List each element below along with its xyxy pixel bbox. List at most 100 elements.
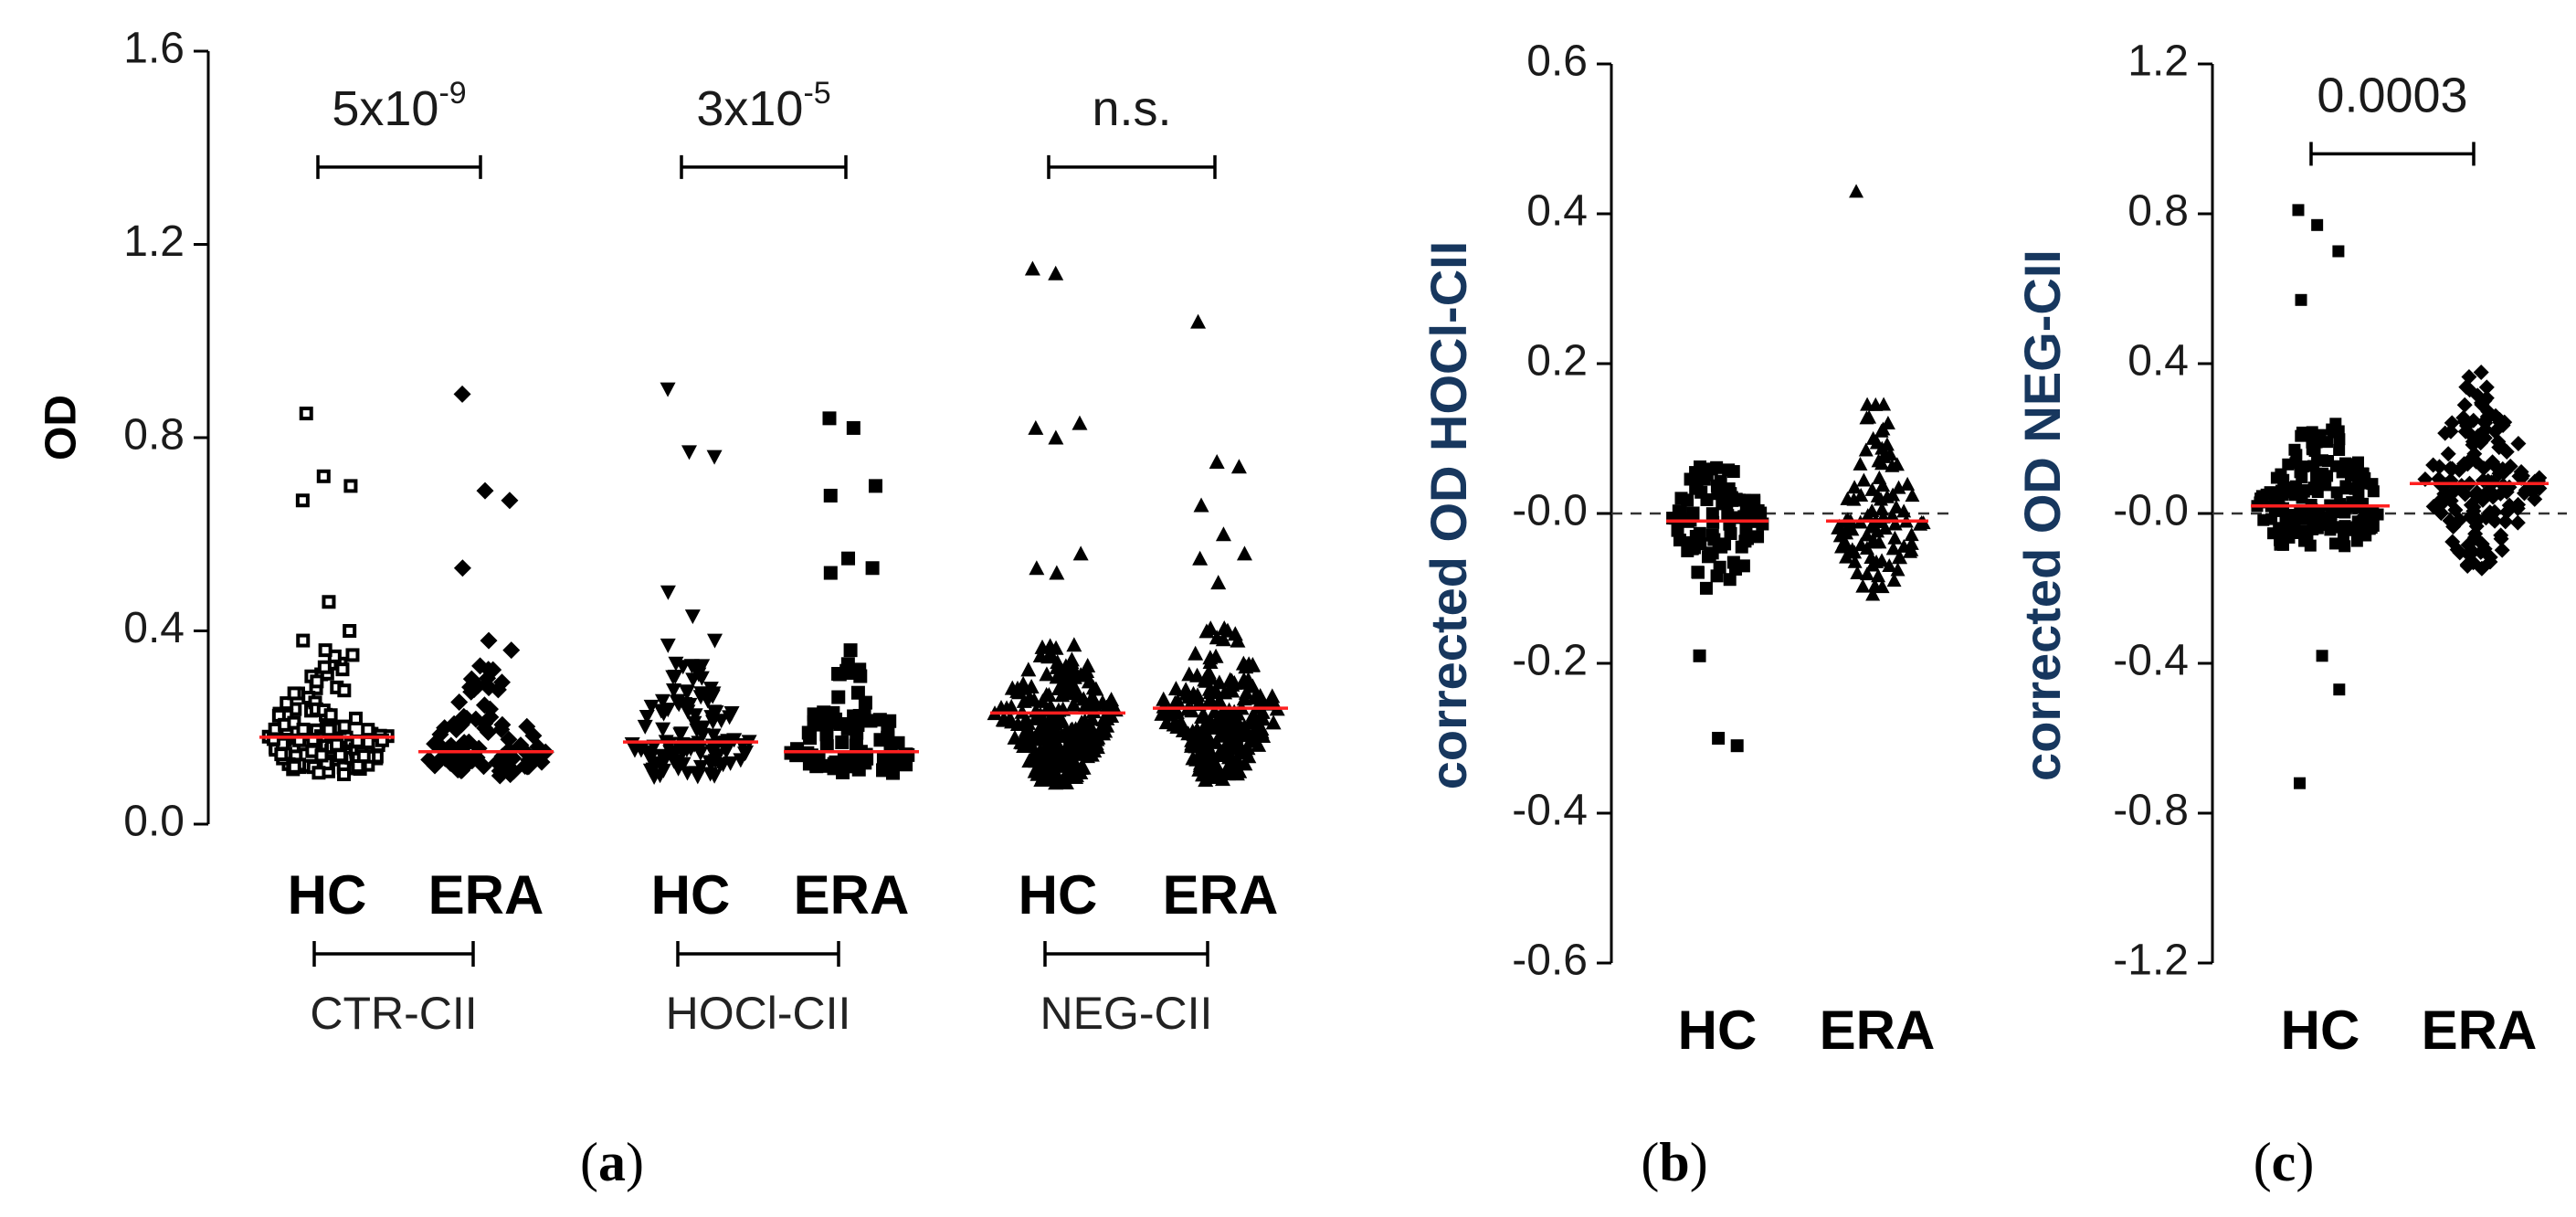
panel-c-data-point bbox=[2276, 538, 2289, 551]
panel-a-data-point bbox=[675, 660, 692, 675]
panel-c-data-point bbox=[2445, 483, 2462, 500]
panel-a-data-point bbox=[812, 717, 827, 732]
panel-a-data-point bbox=[694, 727, 711, 743]
panel-a-data-point bbox=[524, 726, 543, 745]
panel-a-data-point bbox=[453, 559, 471, 577]
panel-a-data-point bbox=[679, 685, 695, 701]
panel-a-data-point bbox=[706, 768, 723, 784]
panel-a-data-point bbox=[857, 709, 871, 724]
panel-c-data-point bbox=[2352, 488, 2365, 501]
panel-a-data-point bbox=[1033, 718, 1050, 734]
panel-a-data-point bbox=[1054, 771, 1071, 787]
panel-a-data-point bbox=[1046, 763, 1062, 778]
panel-c-data-point bbox=[2333, 683, 2346, 696]
panel-a-data-point bbox=[723, 706, 740, 722]
panel-c-data-point bbox=[2360, 508, 2372, 521]
panel-a-data-point bbox=[500, 730, 518, 748]
panel-a-data-point bbox=[480, 631, 498, 650]
panel-c-data-point bbox=[2311, 218, 2324, 231]
panel-b-data-point bbox=[1874, 502, 1890, 516]
panel-b-data-point bbox=[1853, 487, 1869, 502]
panel-a-data-point bbox=[1072, 545, 1089, 561]
panel-c-data-point bbox=[2486, 423, 2503, 439]
panel-a-data-point bbox=[426, 757, 444, 775]
panel-a-label: (a) bbox=[580, 1132, 644, 1192]
panel-a-data-point bbox=[839, 663, 854, 678]
panel-a-data-point bbox=[686, 715, 702, 731]
panel-b-ytick-label: 0.2 bbox=[1526, 337, 1588, 386]
panel-c-data-point bbox=[2440, 446, 2456, 462]
panel-a-data-point bbox=[266, 732, 280, 746]
panel-c-data-point bbox=[2457, 423, 2474, 439]
panel-c-data-point bbox=[2482, 504, 2498, 521]
panel-c-label: (c) bbox=[2254, 1132, 2315, 1192]
panel-a-data-point bbox=[831, 690, 846, 704]
panel-c-data-point bbox=[2292, 204, 2305, 217]
panel-b-data-point bbox=[1877, 521, 1893, 535]
panel-a-significance-bracket bbox=[680, 154, 848, 179]
panel-a-data-point bbox=[287, 759, 301, 774]
panel-c-data-point bbox=[2459, 456, 2476, 472]
panel-c-data-point bbox=[2341, 458, 2354, 471]
panel-c-data-point bbox=[2329, 537, 2342, 550]
panel-c-p-value: 0.0003 bbox=[2317, 68, 2467, 122]
panel-a-data-point bbox=[1065, 696, 1082, 712]
panel-c-p-value-text: 0.0003 bbox=[2317, 68, 2467, 122]
panel-b-category-label: ERA bbox=[1820, 1000, 1936, 1061]
panel-a-data-point bbox=[837, 751, 851, 766]
panel-b-data-point bbox=[1904, 535, 1919, 550]
panel-c-data-point bbox=[2306, 436, 2318, 449]
panel-a-data-point bbox=[1166, 716, 1182, 732]
panel-a-data-point bbox=[475, 696, 493, 714]
panel-a-data-point bbox=[274, 747, 289, 762]
panel-a-data-point bbox=[1209, 453, 1225, 469]
panel-a-data-point bbox=[656, 706, 672, 722]
panel-c-data-point bbox=[2295, 293, 2307, 306]
panel-c-data-point bbox=[2485, 489, 2501, 505]
panel-c-data-point bbox=[2332, 245, 2345, 258]
panel-a-data-point bbox=[296, 722, 311, 736]
panel-c: corrected OD NEG-CII -1.2 -0.8 -0.4 -0.0 0.4… bbox=[2013, 37, 2567, 1192]
panel-b-ytick-label: -0.2 bbox=[1512, 637, 1588, 685]
panel-a-data-point bbox=[1048, 265, 1064, 280]
panel-a-data-point bbox=[675, 757, 692, 772]
panel-a-data-point bbox=[501, 492, 519, 510]
panel-a-data-point bbox=[1059, 738, 1075, 754]
panel-a-significance-bracket bbox=[1047, 154, 1217, 179]
panel-c-ytick-label: 0.4 bbox=[2127, 337, 2189, 386]
panel-a-data-point bbox=[706, 633, 723, 649]
panel-a-data-point bbox=[1240, 656, 1257, 672]
panel-a-data-point bbox=[1210, 575, 1227, 590]
panel-c-data-point bbox=[2478, 379, 2495, 396]
panel-a-ylabel: OD bbox=[37, 395, 86, 460]
panel-a-data-point bbox=[1224, 676, 1240, 692]
panel-b-data-point bbox=[1886, 573, 1902, 587]
panel-a-data-point bbox=[858, 695, 872, 710]
panel-a-data-point bbox=[827, 761, 841, 776]
panel-a-data-point bbox=[822, 411, 837, 426]
panel-a-data-point bbox=[296, 633, 311, 648]
panel-c-data-point bbox=[2294, 777, 2307, 789]
panel-c-category-label: ERA bbox=[2422, 1000, 2538, 1061]
panel-c-significance-bracket bbox=[2309, 142, 2476, 166]
panel-b-data-point bbox=[1858, 442, 1874, 457]
panel-a-data-point bbox=[287, 686, 301, 701]
panel-a-data-point bbox=[458, 709, 476, 727]
panel-a-data-point bbox=[518, 744, 536, 762]
panel-b-data-point bbox=[1847, 545, 1863, 559]
panel-a-data-point bbox=[1238, 684, 1254, 700]
panel-c-data-point bbox=[2513, 463, 2529, 480]
panel-b-data-point bbox=[1896, 503, 1912, 518]
panel-c-data-point bbox=[2476, 393, 2493, 409]
panel-b-data-point bbox=[1862, 409, 1877, 424]
panel-a-data-point bbox=[1038, 770, 1054, 786]
panel-a-data-point bbox=[1048, 429, 1064, 445]
panel-a-category-label: HC bbox=[1019, 864, 1098, 926]
panel-a-data-point bbox=[1175, 723, 1191, 738]
panel-a-data-point bbox=[677, 697, 693, 713]
panel-c-data-point bbox=[2462, 509, 2478, 525]
panel-b-data-point bbox=[1710, 479, 1724, 492]
panel-a-data-point bbox=[375, 733, 389, 747]
panel-a-data-point bbox=[1035, 745, 1051, 760]
